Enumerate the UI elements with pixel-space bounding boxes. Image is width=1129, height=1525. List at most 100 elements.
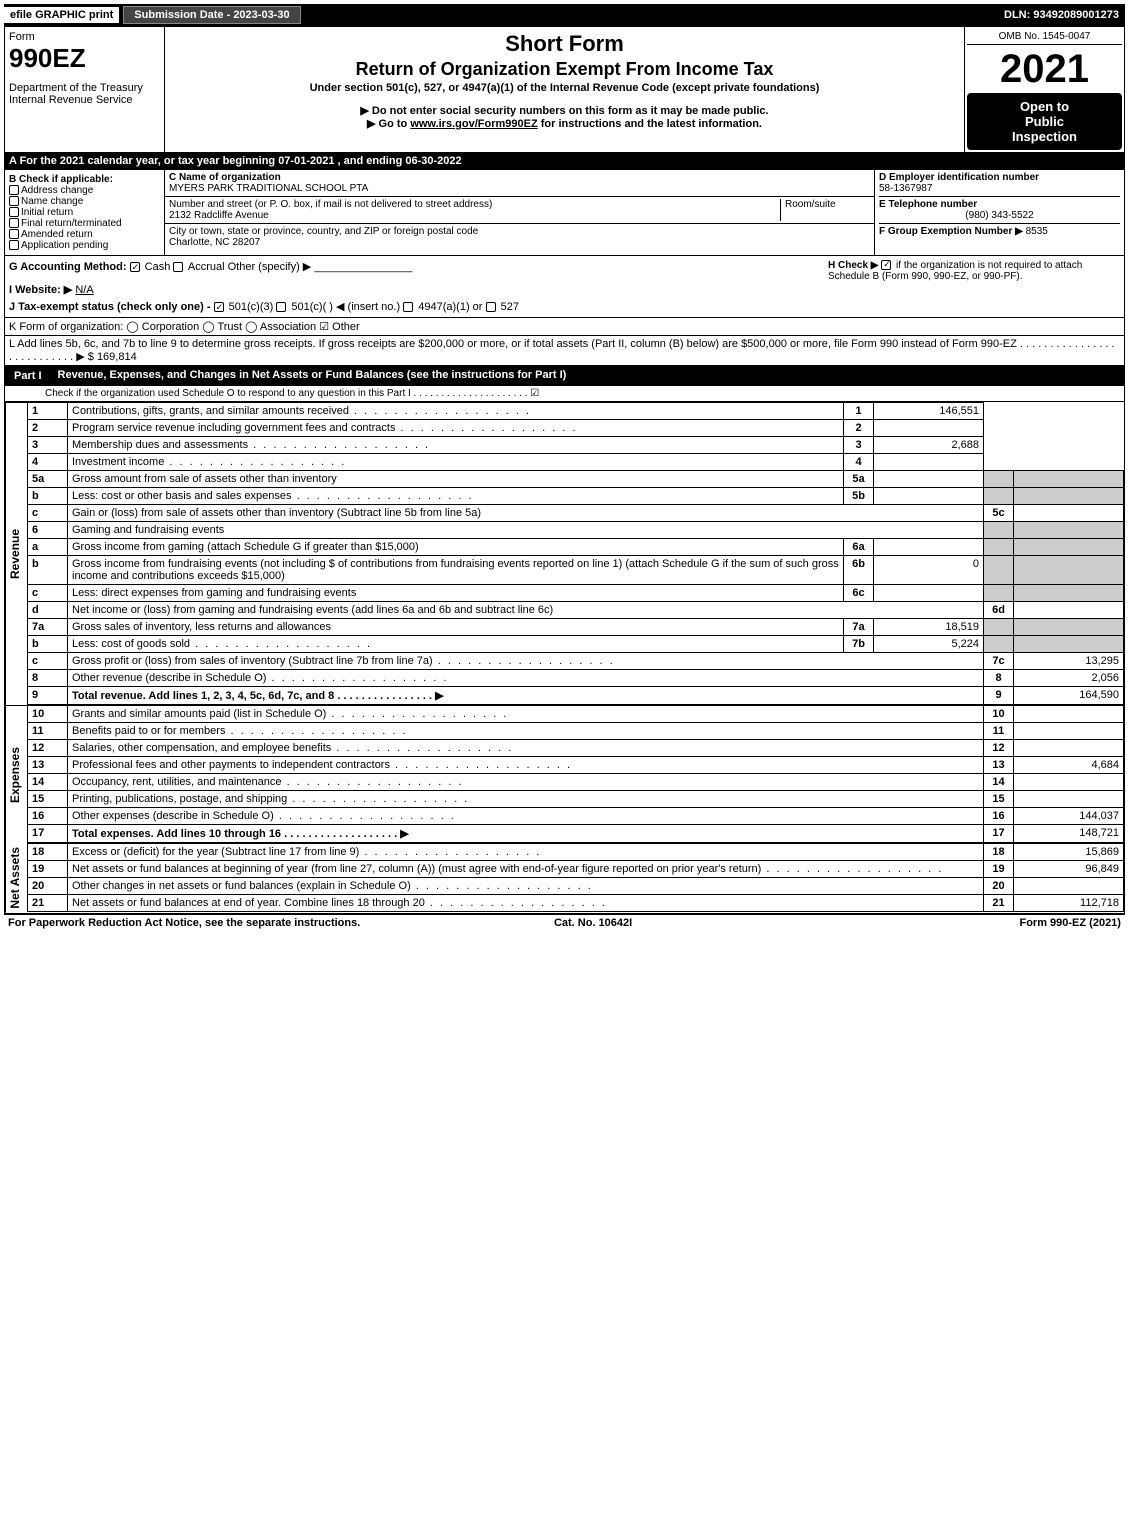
- l6a-sub: 6a: [844, 539, 874, 556]
- l5c-r: 5c: [984, 505, 1014, 522]
- j-label: J Tax-exempt status (check only one) -: [9, 301, 211, 313]
- l5c-txt: Gain or (loss) from sale of assets other…: [68, 505, 984, 522]
- l6b-n: b: [28, 556, 68, 585]
- j2-label: 501(c)( ) ◀ (insert no.): [291, 301, 400, 313]
- l6b-gray2: [1014, 556, 1124, 585]
- row-bcd: B Check if applicable: Address change Na…: [4, 170, 1125, 256]
- l8-r: 8: [984, 670, 1014, 687]
- chk-h[interactable]: [881, 260, 891, 270]
- netassets-section: Net Assets 18Excess or (deficit) for the…: [4, 843, 1125, 914]
- top-bar: efile GRAPHIC print Submission Date - 20…: [4, 4, 1125, 26]
- l17-txt: Total expenses. Add lines 10 through 16 …: [68, 825, 984, 843]
- l20-txt: Other changes in net assets or fund bala…: [68, 878, 984, 895]
- chk-501c[interactable]: [276, 302, 286, 312]
- l10-n: 10: [28, 706, 68, 723]
- efile-label[interactable]: efile GRAPHIC print: [4, 7, 119, 23]
- netassets-table: 18Excess or (deficit) for the year (Subt…: [27, 843, 1124, 912]
- chk-cash[interactable]: [130, 262, 140, 272]
- chk-name[interactable]: [9, 196, 19, 206]
- l1-n: 1: [28, 403, 68, 420]
- inspect-l1: Open to: [969, 99, 1120, 114]
- chk-527[interactable]: [486, 302, 496, 312]
- dln-label: DLN: 93492089001273: [1004, 9, 1125, 21]
- page-footer: For Paperwork Reduction Act Notice, see …: [4, 914, 1125, 931]
- l13-r: 13: [984, 757, 1014, 774]
- l21-txt: Net assets or fund balances at end of ye…: [68, 895, 984, 912]
- omb-number: OMB No. 1545-0047: [967, 29, 1122, 45]
- header-mid: Short Form Return of Organization Exempt…: [165, 27, 964, 152]
- col-d-ids: D Employer identification number 58-1367…: [874, 170, 1124, 255]
- l14-r: 14: [984, 774, 1014, 791]
- l6d-txt: Net income or (loss) from gaming and fun…: [68, 602, 984, 619]
- l7a-subamt: 18,519: [874, 619, 984, 636]
- chk-final[interactable]: [9, 218, 19, 228]
- l7a-txt: Gross sales of inventory, less returns a…: [68, 619, 844, 636]
- l2-n: 2: [28, 420, 68, 437]
- room-label: Room/suite: [780, 199, 870, 221]
- l12-n: 12: [28, 740, 68, 757]
- chk-amended[interactable]: [9, 229, 19, 239]
- l7b-txt: Less: cost of goods sold: [68, 636, 844, 653]
- l2-amt: [874, 420, 984, 437]
- l6b-subamt: 0: [874, 556, 984, 585]
- l16-r: 16: [984, 808, 1014, 825]
- section-ghij: G Accounting Method: Cash Accrual Other …: [4, 256, 1125, 318]
- l19-r: 19: [984, 861, 1014, 878]
- opt-amended: Amended return: [21, 229, 93, 240]
- city-label: City or town, state or province, country…: [169, 226, 478, 237]
- l4-r: 4: [844, 454, 874, 471]
- l6d-r: 6d: [984, 602, 1014, 619]
- chk-pending[interactable]: [9, 240, 19, 250]
- l5b-n: b: [28, 488, 68, 505]
- part1-header: Part I Revenue, Expenses, and Changes in…: [4, 366, 1125, 386]
- l14-amt: [1014, 774, 1124, 791]
- submission-date: Submission Date - 2023-03-30: [123, 6, 300, 24]
- subtitle: Under section 501(c), 527, or 4947(a)(1)…: [173, 82, 956, 94]
- chk-initial[interactable]: [9, 207, 19, 217]
- return-title: Return of Organization Exempt From Incom…: [173, 59, 956, 80]
- l6-gray2: [1014, 522, 1124, 539]
- group-value: 8535: [1026, 226, 1048, 237]
- l21-amt: 112,718: [1014, 895, 1124, 912]
- l5c-amt: [1014, 505, 1124, 522]
- street-label: Number and street (or P. O. box, if mail…: [169, 199, 492, 210]
- l5a-subamt: [874, 471, 984, 488]
- ein-value: 58-1367987: [879, 183, 1120, 194]
- l5b-gray1: [984, 488, 1014, 505]
- l1-r: 1: [844, 403, 874, 420]
- l15-n: 15: [28, 791, 68, 808]
- part1-sub: Check if the organization used Schedule …: [4, 386, 1125, 402]
- l6c-gray2: [1014, 585, 1124, 602]
- expenses-vlabel: Expenses: [5, 705, 27, 843]
- accrual-label: Accrual: [188, 261, 225, 273]
- l16-txt: Other expenses (describe in Schedule O): [68, 808, 984, 825]
- l5a-gray2: [1014, 471, 1124, 488]
- l6b-txt: Gross income from fundraising events (no…: [68, 556, 844, 585]
- l12-txt: Salaries, other compensation, and employ…: [68, 740, 984, 757]
- l20-amt: [1014, 878, 1124, 895]
- irs-link[interactable]: www.irs.gov/Form990EZ: [410, 118, 537, 130]
- l8-amt: 2,056: [1014, 670, 1124, 687]
- opt-final: Final return/terminated: [21, 218, 122, 229]
- l21-n: 21: [28, 895, 68, 912]
- l6-n: 6: [28, 522, 68, 539]
- l11-n: 11: [28, 723, 68, 740]
- l6a-txt: Gross income from gaming (attach Schedul…: [68, 539, 844, 556]
- expenses-table: 10Grants and similar amounts paid (list …: [27, 705, 1124, 843]
- col-b-checkboxes: B Check if applicable: Address change Na…: [5, 170, 165, 255]
- l18-r: 18: [984, 844, 1014, 861]
- chk-address[interactable]: [9, 185, 19, 195]
- l9-amt: 164,590: [1014, 687, 1124, 705]
- l6b-sub: 6b: [844, 556, 874, 585]
- chk-4947[interactable]: [403, 302, 413, 312]
- l7a-gray2: [1014, 619, 1124, 636]
- inspect-l3: Inspection: [969, 129, 1120, 144]
- other-label: Other (specify) ▶: [228, 261, 312, 273]
- g-label: G Accounting Method:: [9, 261, 127, 273]
- chk-501c3[interactable]: [214, 302, 224, 312]
- chk-accrual[interactable]: [173, 262, 183, 272]
- h-label: H Check ▶: [828, 260, 878, 271]
- l6a-subamt: [874, 539, 984, 556]
- l6c-sub: 6c: [844, 585, 874, 602]
- l11-txt: Benefits paid to or for members: [68, 723, 984, 740]
